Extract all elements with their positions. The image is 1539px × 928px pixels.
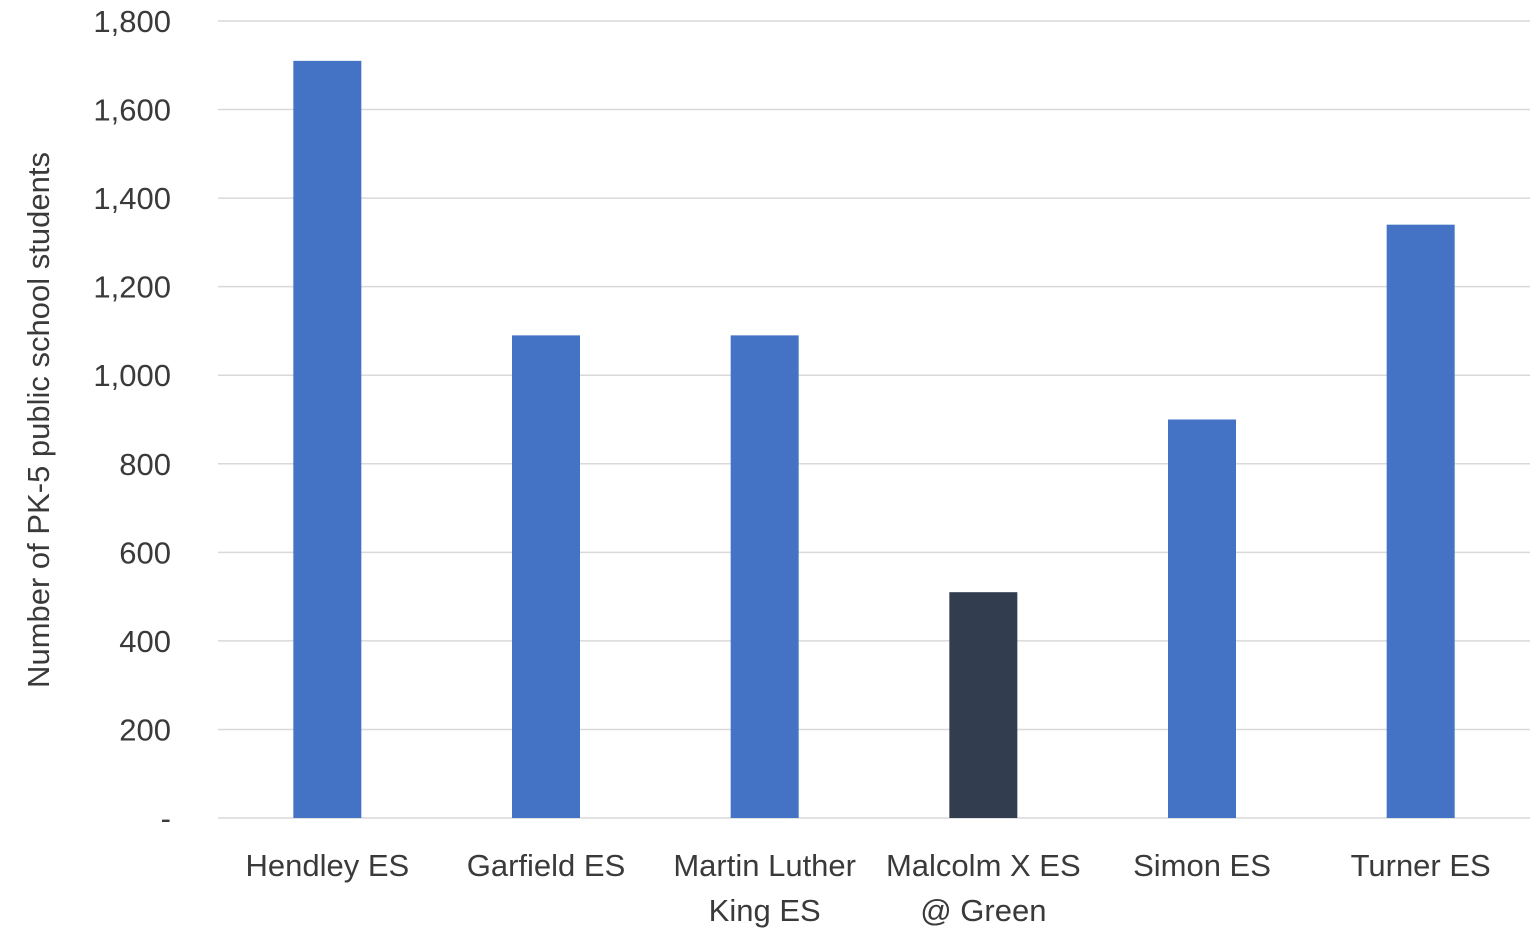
y-tick-label: 1,000 (93, 358, 171, 393)
bar (949, 592, 1018, 818)
x-category-label-line: Garfield ES (467, 848, 626, 883)
y-tick-label: 800 (119, 447, 171, 482)
x-axis-categories: Hendley ES Garfield ES Martin Luther King E… (245, 848, 1490, 928)
x-category-label: Malcolm X ES @ Green (886, 848, 1081, 928)
x-category-label: Simon ES (1133, 848, 1271, 883)
x-category-label-line: Malcolm X ES (886, 848, 1081, 883)
y-tick-label: 600 (119, 535, 171, 570)
y-tick-label: 200 (119, 712, 171, 747)
bar (730, 335, 799, 818)
x-category-label-line: Simon ES (1133, 848, 1271, 883)
x-category-label-line: Hendley ES (245, 848, 409, 883)
y-axis-title: Number of PK-5 public school students (21, 152, 56, 688)
bars (293, 60, 1455, 819)
bar (1386, 224, 1455, 818)
bar (512, 335, 580, 818)
x-category-label: Garfield ES (467, 848, 626, 883)
x-category-label: Turner ES (1351, 848, 1491, 883)
gridlines (218, 20, 1530, 819)
bar (1168, 419, 1236, 818)
y-tick-label: 1,200 (93, 270, 171, 305)
y-axis-ticks: - 200 400 600 800 1,000 1,200 1,400 1,600 1,800 (93, 4, 171, 836)
x-category-label-line: Martin Luther (673, 848, 856, 883)
y-tick-label: 400 (119, 624, 171, 659)
x-category-label: Hendley ES (245, 848, 409, 883)
y-tick-label: - (161, 801, 171, 836)
y-tick-label: 1,800 (93, 4, 171, 39)
x-category-label-line: Turner ES (1351, 848, 1491, 883)
y-tick-label: 1,400 (93, 181, 171, 216)
y-tick-label: 1,600 (93, 93, 171, 128)
x-category-label-line: King ES (709, 893, 821, 928)
bar (293, 60, 362, 819)
x-category-label: Martin Luther King ES (673, 848, 856, 928)
x-category-label-line: @ Green (920, 893, 1046, 928)
